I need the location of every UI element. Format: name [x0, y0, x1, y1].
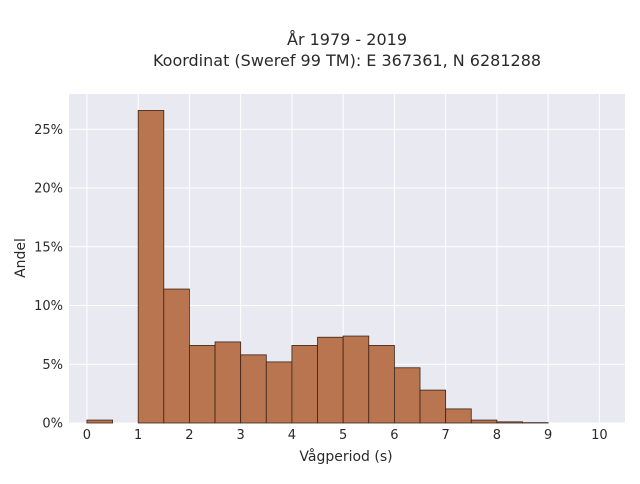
histogram-bar — [343, 336, 369, 423]
histogram-bar — [138, 110, 164, 423]
histogram-bar — [420, 390, 446, 423]
x-tick-label: 3 — [237, 428, 245, 443]
histogram-bar — [164, 289, 190, 423]
chart-title-line2: Koordinat (Sweref 99 TM): E 367361, N 62… — [153, 51, 541, 70]
x-tick-label: 6 — [390, 428, 398, 443]
histogram-bar — [292, 345, 318, 423]
histogram-bar — [241, 355, 267, 423]
y-tick-label: 25% — [34, 123, 63, 138]
x-axis-label: Vågperiod (s) — [299, 448, 392, 465]
histogram-bar — [87, 420, 113, 423]
x-tick-label: 5 — [339, 428, 347, 443]
y-tick-label: 0% — [42, 417, 63, 432]
histogram-bar — [266, 362, 292, 423]
x-tick-label: 8 — [493, 428, 501, 443]
x-tick-label: 0 — [83, 428, 91, 443]
y-axis-ticks: 0% 5% 10% 15% 20% 25% — [34, 123, 63, 432]
histogram-bar — [215, 342, 241, 423]
histogram-bar — [471, 420, 497, 423]
x-tick-label: 4 — [288, 428, 296, 443]
y-tick-label: 15% — [34, 240, 63, 255]
y-tick-label: 20% — [34, 182, 63, 197]
histogram-bar — [446, 409, 472, 423]
chart-title-line1: År 1979 - 2019 — [287, 30, 407, 49]
y-tick-label: 5% — [42, 358, 63, 373]
histogram-bar — [497, 422, 523, 423]
x-tick-label: 9 — [544, 428, 552, 443]
histogram-bar — [394, 368, 420, 423]
x-tick-label: 1 — [134, 428, 142, 443]
x-tick-label: 10 — [591, 428, 608, 443]
histogram-bar — [369, 345, 395, 423]
x-tick-label: 7 — [442, 428, 450, 443]
histogram-bar — [318, 337, 344, 423]
x-axis-ticks: 0 1 2 3 4 5 6 7 8 9 10 — [83, 428, 608, 443]
x-tick-label: 2 — [185, 428, 193, 443]
y-axis-label: Andel — [13, 238, 29, 278]
y-tick-label: 10% — [34, 299, 63, 314]
histogram-bar — [189, 345, 215, 423]
